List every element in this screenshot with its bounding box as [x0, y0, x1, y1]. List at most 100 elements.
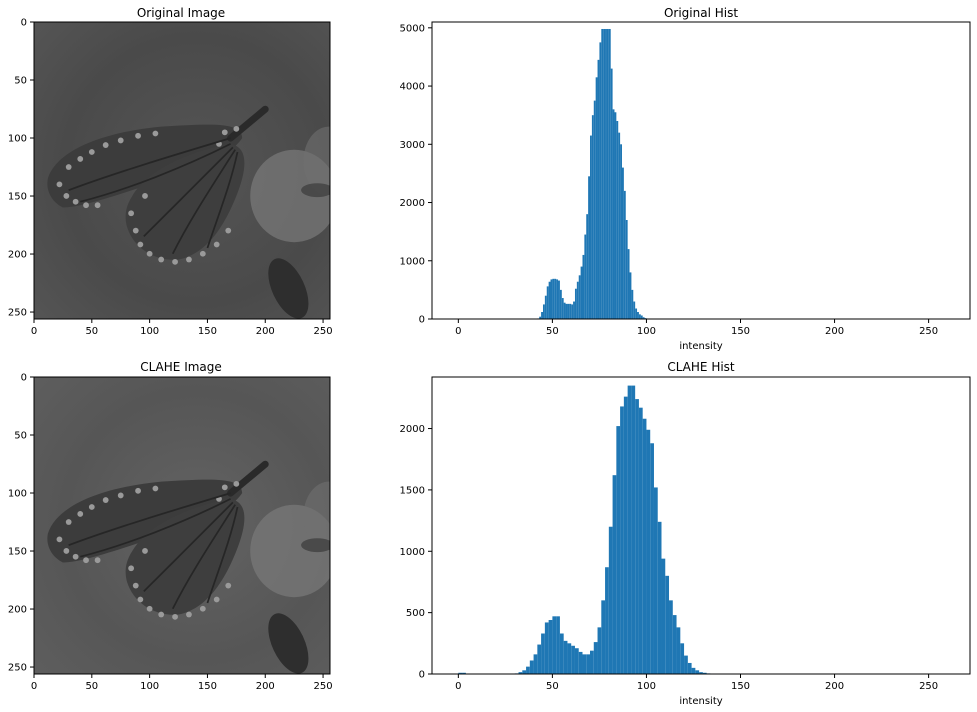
clahe-hist-bar — [608, 526, 613, 674]
clahe-image-panel: CLAHE Image 0 50 100 150 200 250 0 50 100 150 200… — [8, 360, 333, 692]
clahe-hist-bar — [582, 654, 587, 674]
original-hist-bar — [578, 275, 581, 319]
clahe-hist-bar — [593, 642, 598, 674]
original-hist-bar — [542, 304, 545, 319]
clahe-hist-bar — [672, 615, 677, 674]
original-hist-bars — [537, 28, 651, 320]
clahe-image-y-tick-label: 200 — [8, 605, 27, 616]
clahe-hist-bar — [687, 662, 692, 674]
original-hist-bar — [590, 135, 592, 319]
clahe-hist-x-tick-label: 250 — [919, 681, 938, 692]
original-hist-bar — [627, 249, 630, 319]
clahe-hist-bar — [458, 672, 463, 674]
clahe-hist-bar — [702, 672, 707, 674]
original-hist-bar — [567, 303, 570, 319]
original-hist-bar — [573, 301, 575, 319]
clahe-hist-bar — [567, 643, 572, 674]
clahe-hist-bar — [691, 667, 696, 674]
original-hist-panel: Original Hist 0 50 100 150 200 250 0 1000 2000 3… — [400, 6, 971, 352]
clahe-hist-bar — [590, 650, 594, 674]
original-image-x-tick-label: 200 — [256, 326, 275, 337]
clahe-hist-bar — [559, 633, 564, 674]
clahe-hist-y-tick-label: 500 — [406, 608, 425, 619]
original-hist-bar — [580, 266, 583, 319]
clahe-hist-bar — [586, 654, 591, 674]
clahe-hist-bar — [623, 396, 628, 674]
original-hist-bar — [563, 302, 566, 319]
clahe-image-x-tick-label: 150 — [198, 681, 217, 692]
clahe-hist-bar — [680, 643, 685, 674]
clahe-hist-bar — [665, 575, 670, 674]
original-hist-bar — [620, 144, 622, 319]
original-hist-bar — [610, 68, 613, 319]
clahe-hist-bar — [653, 487, 658, 674]
original-hist-y-tick-label: 2000 — [400, 198, 425, 209]
original-hist-bar — [548, 281, 551, 319]
original-hist-bar — [618, 132, 621, 319]
original-hist-x-tick-label: 150 — [731, 326, 750, 337]
clahe-image-x-tick-label: 250 — [314, 681, 333, 692]
clahe-hist-y-tick-label: 1000 — [400, 547, 425, 558]
original-hist-bar — [541, 312, 543, 319]
clahe-hist-frame — [431, 376, 971, 675]
clahe-hist-y-tick-label: 2000 — [400, 424, 425, 435]
original-hist-bar — [569, 303, 572, 319]
clahe-image-frame — [33, 376, 331, 675]
original-hist-bar — [576, 281, 579, 319]
clahe-image-y-ticks: 0 50 100 150 200 250 — [8, 373, 34, 674]
original-image-x-tick-label: 0 — [31, 326, 37, 337]
clahe-hist-bar — [620, 406, 624, 674]
clahe-image-title: CLAHE Image — [140, 360, 222, 374]
clahe-image-y-tick-label: 0 — [21, 373, 27, 384]
original-image-frame — [33, 21, 331, 320]
clahe-hist-bar — [574, 648, 579, 674]
original-hist-bar — [601, 28, 604, 320]
original-hist-bar — [603, 28, 606, 320]
clahe-hist-bar — [657, 521, 662, 674]
clahe-hist-xlabel: intensity — [679, 696, 722, 707]
clahe-hist-bar — [533, 654, 538, 674]
original-image-x-tick-label: 150 — [198, 326, 217, 337]
clahe-hist-bar — [544, 622, 549, 674]
clahe-hist-panel: CLAHE Hist 0 50 100 150 200 250 0 500 1000 1500 2… — [400, 360, 971, 707]
clahe-hist-bar — [548, 620, 553, 674]
original-hist-bar — [608, 28, 611, 320]
original-hist-y-tick-label: 4000 — [400, 82, 425, 93]
original-hist-bar — [554, 278, 557, 319]
clahe-image-x-tick-label: 200 — [256, 681, 275, 692]
original-hist-title: Original Hist — [664, 6, 738, 20]
original-hist-x-tick-label: 200 — [825, 326, 844, 337]
original-hist-bar — [571, 304, 574, 319]
clahe-hist-bar — [627, 385, 632, 674]
clahe-hist-bar — [597, 627, 602, 674]
clahe-hist-y-tick-label: 0 — [419, 670, 425, 681]
clahe-hist-bar — [529, 660, 534, 674]
clahe-hist-bar — [522, 670, 527, 674]
original-hist-bar — [612, 109, 615, 319]
original-hist-bar — [638, 314, 641, 319]
clahe-hist-bar — [650, 443, 654, 674]
original-hist-bar — [546, 286, 549, 319]
original-hist-bar — [642, 317, 645, 319]
clahe-hist-bar — [699, 672, 703, 674]
original-hist-bar — [633, 301, 636, 319]
original-hist-y-ticks: 0 1000 2000 3000 4000 5000 — [400, 23, 432, 326]
original-hist-bar — [593, 100, 596, 320]
original-image-y-tick-label: 50 — [14, 76, 27, 87]
original-image-y-tick-label: 100 — [8, 134, 27, 145]
original-image-panel: Original Image 0 50 100 150 200 250 0 50 100 150… — [8, 6, 333, 337]
clahe-image-x-tick-label: 0 — [31, 681, 37, 692]
clahe-hist-bar — [556, 616, 560, 674]
clahe-image-y-tick-label: 100 — [8, 489, 27, 500]
clahe-hist-x-ticks: 0 50 100 150 200 250 — [455, 674, 938, 692]
clahe-image-y-tick-label: 150 — [8, 547, 27, 558]
clahe-hist-y-tick-label: 1500 — [400, 485, 425, 496]
original-hist-bar — [616, 121, 619, 319]
original-image-x-tick-label: 250 — [314, 326, 333, 337]
original-hist-bar — [597, 59, 600, 319]
original-image-y-tick-label: 250 — [8, 308, 27, 319]
original-hist-x-tick-label: 0 — [455, 326, 461, 337]
clahe-hist-bar — [676, 627, 681, 674]
original-hist-x-tick-label: 100 — [637, 326, 656, 337]
